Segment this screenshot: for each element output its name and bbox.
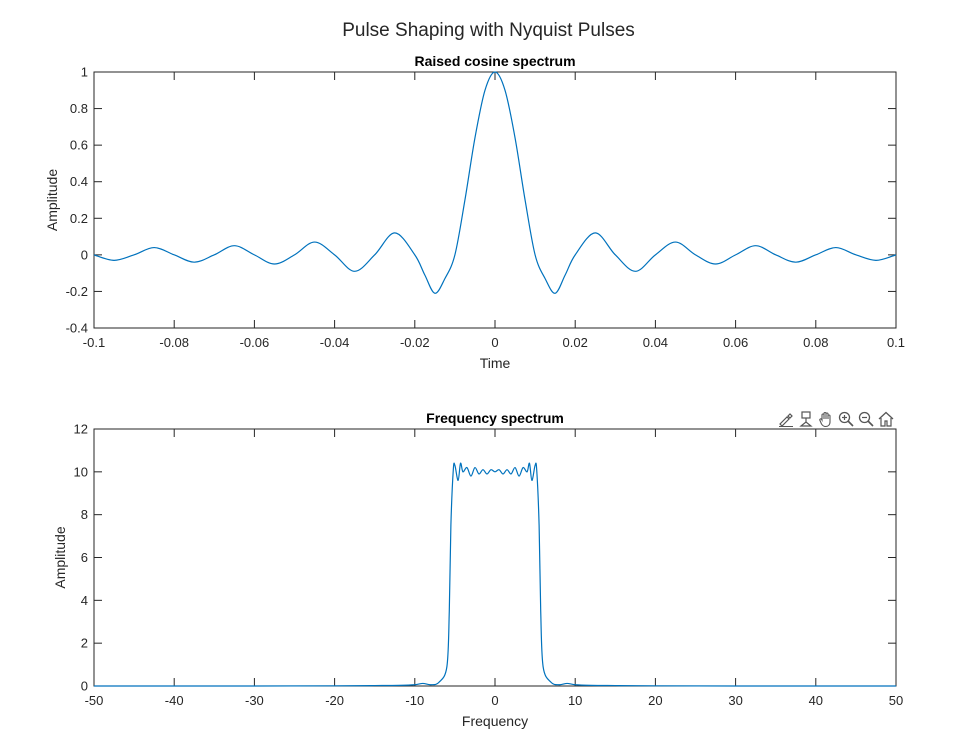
y-tick-label: -0.2 bbox=[66, 284, 88, 299]
y-tick-label: 0.4 bbox=[70, 174, 88, 189]
x-tick-label: 0 bbox=[491, 335, 498, 350]
y-tick-label: 1 bbox=[81, 65, 88, 80]
y-axis-label-raised-cosine: Amplitude bbox=[44, 169, 60, 231]
x-tick-label: 0.04 bbox=[643, 335, 668, 350]
x-tick-label: -0.08 bbox=[159, 335, 189, 350]
data-tip-icon[interactable] bbox=[796, 409, 815, 429]
y-tick-label: 0.2 bbox=[70, 211, 88, 226]
home-icon[interactable] bbox=[876, 409, 895, 429]
series-line-raised-cosine bbox=[93, 71, 897, 294]
x-tick-label: 0.1 bbox=[887, 335, 905, 350]
y-tick-label: 0 bbox=[81, 247, 88, 262]
x-tick-label: 0.02 bbox=[563, 335, 588, 350]
x-tick-label: -0.02 bbox=[400, 335, 430, 350]
x-tick-label: -0.1 bbox=[83, 335, 105, 350]
x-axis-label-raised-cosine: Time bbox=[480, 355, 511, 371]
x-tick-label: -0.06 bbox=[240, 335, 270, 350]
y-tick-label: 0.6 bbox=[70, 138, 88, 153]
y-tick-label: -0.4 bbox=[66, 321, 88, 336]
x-tick-label: -0.04 bbox=[320, 335, 350, 350]
x-tick-label: 0.06 bbox=[723, 335, 748, 350]
zoom-out-icon[interactable] bbox=[856, 409, 875, 429]
pan-hand-icon[interactable] bbox=[816, 409, 835, 429]
chart-title-raised-cosine: Raised cosine spectrum bbox=[414, 53, 575, 69]
zoom-in-icon[interactable] bbox=[836, 409, 855, 429]
axes-toolbar bbox=[776, 408, 898, 430]
y-tick-label: 0.8 bbox=[70, 101, 88, 116]
x-tick-label: 0.08 bbox=[803, 335, 828, 350]
axes-box-raised-cosine bbox=[93, 71, 897, 329]
figure-title: Pulse Shaping with Nyquist Pulses bbox=[342, 20, 635, 41]
brush-edit-icon[interactable] bbox=[776, 409, 795, 429]
